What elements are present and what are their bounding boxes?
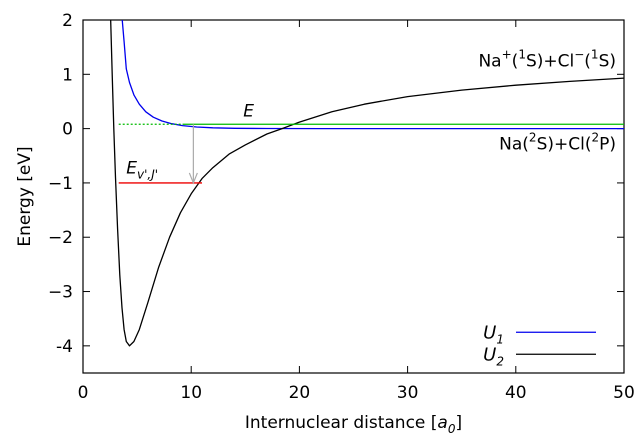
curve-u1 [121, 20, 624, 130]
plot-frame [82, 19, 625, 374]
lower-asymptote-label: Na(2S)+Cl(2P) [499, 130, 616, 154]
curve-u2 [110, 20, 624, 347]
x-tick-label: 0 [78, 383, 89, 403]
upper-na: Na [478, 51, 501, 71]
x-tick-label: 20 [289, 383, 311, 403]
x-axis-label-symbol: a [437, 413, 447, 433]
legend-label-u1: U1 [483, 322, 504, 346]
bound-level-subscript: v',J' [137, 168, 158, 182]
lower-na: Na( [499, 134, 529, 154]
lower-p: P) [599, 134, 616, 154]
lower-na-sup: 2 [529, 130, 537, 144]
level-lines [118, 123, 624, 185]
upper-s2: S) [599, 51, 616, 71]
y-tick-label: −3 [48, 283, 73, 303]
upper-s1-sup: 1 [518, 47, 526, 61]
upper-open1: ( [512, 51, 519, 71]
lower-cl-sup: 2 [591, 130, 599, 144]
x-tick-label: 40 [505, 383, 527, 403]
upper-open2: ( [584, 51, 591, 71]
bound-level-symbol: E [126, 159, 137, 179]
x-axis-label-end: ] [455, 413, 462, 433]
x-axis-label: Internuclear distance [a0] [245, 413, 462, 436]
x-axis-label-subscript: 0 [448, 422, 456, 436]
lower-s: S)+Cl( [537, 134, 592, 154]
y-tick-label: 1 [62, 65, 73, 85]
upper-s1: S)+Cl [526, 51, 574, 71]
upper-na-charge: + [502, 47, 512, 61]
energy-e-label: E [243, 102, 254, 122]
upper-asymptote-label: Na+(1S)+Cl−(1S) [478, 47, 616, 71]
x-tick-label: 30 [397, 383, 419, 403]
x-tick-label: 10 [180, 383, 202, 403]
transition-arrow-head [188, 172, 198, 185]
x-axis-label-main: Internuclear distance [ [245, 413, 438, 433]
upper-cl-charge: − [574, 47, 584, 61]
legend-label-u2: U2 [483, 344, 504, 368]
y-axis-label: Energy [eV] [15, 146, 35, 246]
y-tick-label: -4 [56, 337, 73, 357]
upper-s2-sup: 1 [591, 47, 599, 61]
y-tick-label: −1 [48, 174, 73, 194]
y-tick-label: 0 [62, 120, 73, 140]
bound-level-label: Ev',J' [126, 159, 158, 182]
x-tick-label: 50 [613, 383, 635, 403]
y-tick-label: −2 [48, 228, 73, 248]
y-tick-label: 2 [62, 11, 73, 31]
